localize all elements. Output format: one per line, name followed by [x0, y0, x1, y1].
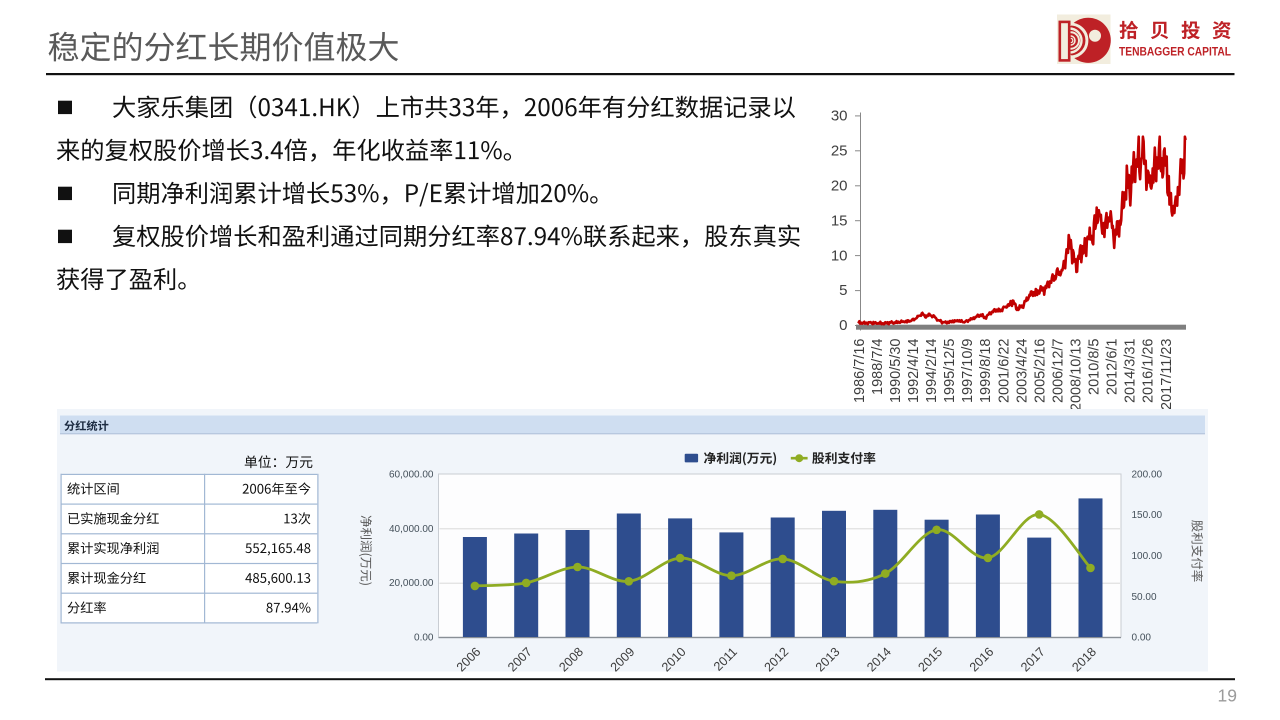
svg-text:2014/3/31: 2014/3/31: [1123, 339, 1139, 404]
svg-text:25: 25: [831, 143, 848, 160]
svg-text:2010/8/5: 2010/8/5: [1087, 339, 1103, 395]
svg-text:2005/2/16: 2005/2/16: [1032, 339, 1048, 404]
svg-text:2016/1/26: 2016/1/26: [1141, 339, 1157, 404]
svg-text:1988/7/4: 1988/7/4: [870, 339, 886, 395]
svg-text:150.00: 150.00: [1132, 510, 1163, 521]
svg-text:5: 5: [839, 282, 847, 299]
svg-text:1986/7/16: 1986/7/16: [852, 339, 868, 404]
svg-text:40,000.00: 40,000.00: [389, 524, 434, 535]
svg-text:0: 0: [839, 317, 847, 334]
svg-text:TENBAGGER CAPITAL: TENBAGGER CAPITAL: [1119, 44, 1231, 58]
svg-text:0.00: 0.00: [1132, 633, 1152, 644]
svg-text:1992/4/14: 1992/4/14: [906, 339, 922, 404]
svg-text:1995/12/5: 1995/12/5: [942, 339, 958, 404]
svg-text:100.00: 100.00: [1132, 551, 1163, 562]
svg-text:1994/2/14: 1994/2/14: [924, 339, 940, 404]
svg-text:10: 10: [831, 247, 848, 264]
svg-text:2003/4/24: 2003/4/24: [1014, 339, 1030, 404]
svg-text:1990/5/30: 1990/5/30: [888, 339, 904, 404]
svg-text:0.00: 0.00: [414, 633, 434, 644]
svg-text:19: 19: [1218, 686, 1237, 706]
svg-text:1997/10/9: 1997/10/9: [960, 338, 976, 403]
svg-text:1999/8/18: 1999/8/18: [978, 338, 994, 403]
svg-text:50.00: 50.00: [1132, 592, 1157, 603]
svg-text:2001/6/22: 2001/6/22: [996, 339, 1012, 404]
svg-text:20: 20: [831, 178, 848, 195]
svg-text:30: 30: [831, 108, 848, 125]
svg-text:2012/6/1: 2012/6/1: [1105, 339, 1121, 395]
svg-text:200.00: 200.00: [1132, 470, 1163, 481]
svg-text:60,000.00: 60,000.00: [389, 470, 434, 481]
svg-text:2006/12/7: 2006/12/7: [1051, 339, 1067, 404]
svg-text:15: 15: [831, 212, 848, 229]
svg-text:2017/11/23: 2017/11/23: [1159, 339, 1175, 411]
svg-text:20,000.00: 20,000.00: [389, 578, 434, 589]
svg-text:2008/10/13: 2008/10/13: [1069, 339, 1085, 412]
